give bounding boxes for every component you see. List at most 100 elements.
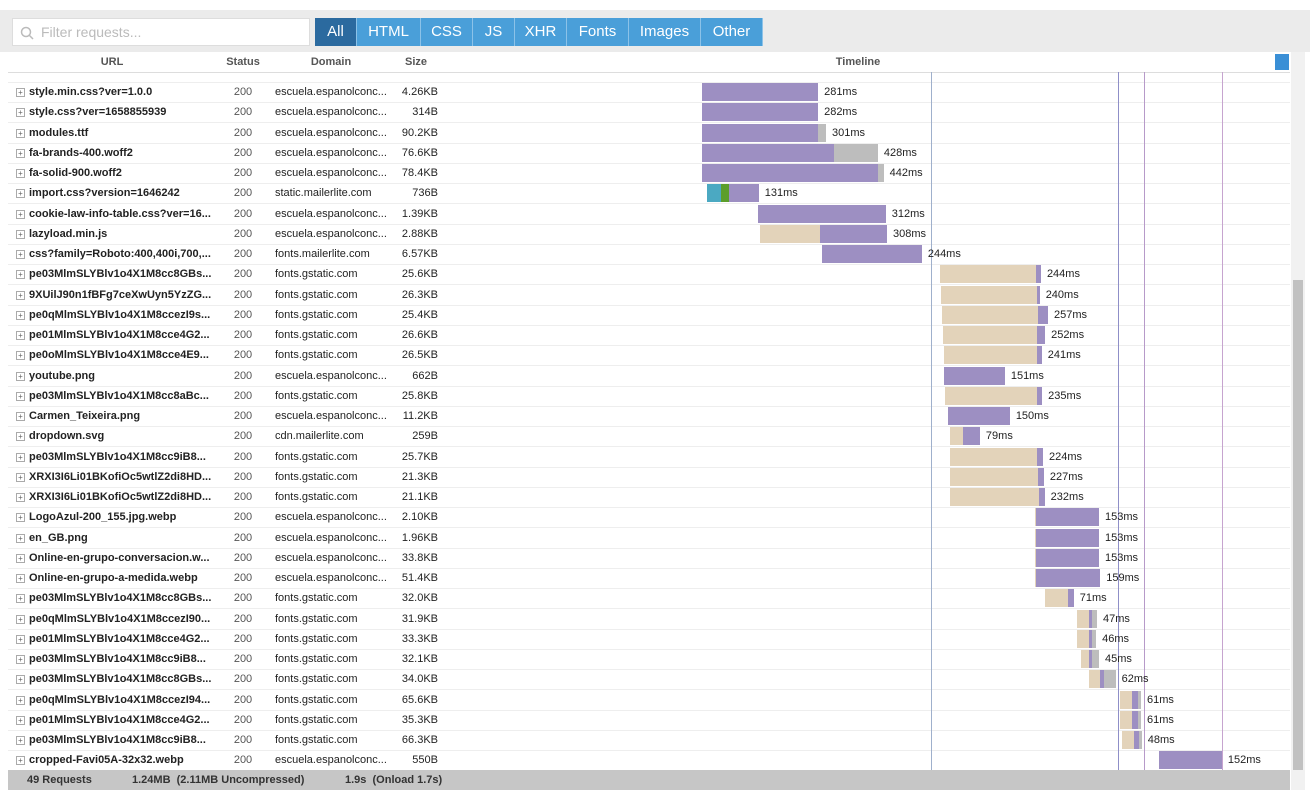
request-row[interactable]: + dropdown.svg 200 cdn.mailerlite.com 259B 79… — [8, 426, 1290, 448]
request-row[interactable]: + fa-brands-400.woff2 200 escuela.espanolco… — [8, 143, 1290, 164]
request-row[interactable]: + pe0qMlmSLYBlv1o4X1M8ccezI90... 200 fonts.… — [8, 609, 1290, 630]
scrollbar[interactable] — [1291, 52, 1305, 790]
expand-icon[interactable]: + — [16, 189, 25, 199]
expand-icon[interactable]: + — [16, 574, 25, 583]
expand-icon[interactable]: + — [16, 270, 25, 280]
expand-icon[interactable]: + — [16, 513, 25, 523]
request-row[interactable]: + pe01MlmSLYBlv1o4X1M8cce4G2... 200 fonts.g… — [8, 710, 1290, 731]
request-row[interactable]: + LogoAzul-200_155.jpg.webp 200 escuela.esp… — [8, 507, 1290, 529]
duration-label: 224ms — [1049, 450, 1083, 463]
domain: fonts.gstatic.com — [275, 592, 358, 605]
expand-icon[interactable]: + — [16, 493, 25, 502]
request-row[interactable]: + pe0qMlmSLYBlv1o4X1M8ccezI94... 200 fonts.… — [8, 690, 1290, 711]
timing-blocked — [945, 386, 1038, 405]
expand-icon[interactable]: + — [16, 351, 25, 361]
status: 200 — [233, 349, 253, 362]
request-row[interactable]: + fa-solid-900.woff2 200 escuela.espanolcon… — [8, 163, 1290, 184]
expand-icon[interactable]: + — [16, 310, 25, 320]
request-row[interactable]: + pe01MlmSLYBlv1o4X1M8cce4G2... 200 fonts.g… — [8, 629, 1290, 650]
request-row[interactable]: + cropped-Favi05A-32x32.webp 200 escuela.es… — [8, 750, 1290, 770]
request-row[interactable]: + pe03MlmSLYBlv1o4X1M8cc9iB8... 200 fonts.g… — [8, 447, 1290, 468]
timing-wait — [1158, 751, 1222, 770]
filter-button[interactable]: All — [315, 18, 357, 46]
timeline-menu[interactable] — [1275, 54, 1289, 70]
expand-icon[interactable]: + — [16, 432, 25, 442]
expand-icon[interactable]: + — [16, 331, 25, 340]
request-row[interactable]: + pe0oMlmSLYBlv1o4X1M8cce4E9... 200 fonts.g… — [8, 345, 1290, 367]
request-row[interactable]: + XRXI3I6Li01BKofiOc5wtlZ2di8HD... 200 font… — [8, 467, 1290, 488]
filter-button[interactable]: Other — [701, 18, 763, 46]
request-row[interactable]: + pe03MlmSLYBlv1o4X1M8cc8aBc... 200 fonts.g… — [8, 386, 1290, 407]
request-row[interactable]: + css?family=Roboto:400,400i,700,... 200 fo… — [8, 244, 1290, 265]
size: 11.2KB — [402, 410, 438, 422]
filter-button[interactable]: XHR — [515, 18, 567, 46]
expand-icon[interactable]: + — [16, 391, 25, 401]
domain: escuela.espanolconc... — [275, 511, 387, 524]
expand-icon[interactable]: + — [16, 715, 25, 725]
expand-icon[interactable]: + — [16, 128, 25, 138]
size: 26.3KB — [401, 288, 438, 301]
expand-icon[interactable]: + — [16, 655, 25, 664]
expand-icon[interactable]: + — [16, 250, 25, 259]
expand-icon[interactable]: + — [16, 452, 25, 462]
url: 9XUilJ90n1fBFg7ceXwUyn5YzZG... — [29, 288, 212, 301]
expand-icon[interactable]: + — [16, 371, 25, 381]
status: 200 — [233, 673, 253, 686]
filter-button[interactable]: HTML — [357, 18, 421, 46]
request-row[interactable]: + pe01MlmSLYBlv1o4X1M8cce4G2... 200 fonts.g… — [8, 325, 1290, 346]
request-row[interactable]: + pe03MlmSLYBlv1o4X1M8cc8GBs... 200 fonts.g… — [8, 669, 1290, 691]
size: 65.6KB — [401, 693, 438, 706]
url: pe0oMlmSLYBlv1o4X1M8cce4E9... — [29, 349, 209, 362]
request-row[interactable]: + pe03MlmSLYBlv1o4X1M8cc8GBs... 200 fonts.g… — [8, 264, 1290, 286]
expand-icon[interactable]: + — [16, 736, 25, 745]
duration-label: 45ms — [1105, 653, 1132, 665]
expand-icon[interactable]: + — [16, 290, 25, 300]
size: 51.4KB — [401, 572, 438, 584]
request-row[interactable]: + pe03MlmSLYBlv1o4X1M8cc9iB8... 200 fonts.g… — [8, 730, 1290, 751]
request-row[interactable]: + Online-en-grupo-a-medida.webp 200 escuela… — [8, 568, 1290, 589]
request-row[interactable]: + youtube.png 200 escuela.espanolconc... 662… — [8, 366, 1290, 387]
expand-icon[interactable]: + — [16, 229, 25, 239]
expand-icon[interactable]: + — [16, 695, 25, 705]
expand-icon[interactable]: + — [16, 756, 25, 766]
filter-button[interactable]: Fonts — [567, 18, 629, 46]
request-row[interactable]: + Online-en-grupo-conversacion.w... 200 esc… — [8, 548, 1290, 569]
expand-icon[interactable]: + — [16, 553, 25, 563]
request-row[interactable]: +9XUilJ90n1fBFg7ceXwUyn5YzZG... 200 fonts.… — [8, 285, 1290, 306]
request-row[interactable]: + pe03MlmSLYBlv1o4X1M8cc8GBs... 200 fonts.g… — [8, 588, 1290, 610]
filter-button[interactable]: Images — [629, 18, 701, 46]
expand-icon[interactable]: + — [16, 472, 25, 482]
timing-wait — [821, 245, 922, 263]
request-row[interactable]: + style.min.css?ver=1.0.0 200 escuela.espan… — [8, 82, 1290, 103]
request-row[interactable]: + modules.ttf 200 escuela.espanolconc... 90.… — [8, 123, 1290, 144]
timing-wait — [701, 164, 878, 182]
request-row[interactable]: + pe0qMlmSLYBlv1o4X1M8ccezI9s... 200 fonts.… — [8, 305, 1290, 326]
request-row[interactable]: + en_GB.png 200 escuela.espanolconc... 1.96K… — [8, 528, 1290, 549]
filter-button[interactable]: JS — [473, 18, 515, 46]
expand-icon[interactable]: + — [16, 209, 25, 219]
timing-blocked — [940, 285, 1037, 304]
filter-button[interactable]: CSS — [421, 18, 473, 46]
filter-input[interactable]: Filter requests... — [12, 18, 310, 46]
request-row[interactable]: + import.css?version=1646242 200 static.mai… — [8, 183, 1290, 205]
request-row[interactable]: + cookie-law-info-table.css?ver=16... 200 e… — [8, 204, 1290, 225]
request-row[interactable]: + style.css?ver=1658855939 200 escuela.espa… — [8, 102, 1290, 124]
summary-bar: 49 Requests 1.24MB (2.11MB Uncompressed)… — [8, 770, 1290, 790]
expand-icon[interactable]: + — [16, 108, 25, 118]
expand-icon[interactable]: + — [16, 88, 25, 97]
status: 200 — [233, 450, 253, 463]
url: cropped-Favi05A-32x32.webp — [29, 754, 184, 767]
expand-icon[interactable]: + — [16, 594, 25, 604]
request-row[interactable]: + XRXI3I6Li01BKofiOc5wtlZ2di8HD... 200 font… — [8, 487, 1290, 508]
request-row[interactable]: + lazyload.min.js 200 escuela.espanolconc..… — [8, 224, 1290, 245]
expand-icon[interactable]: + — [16, 634, 25, 644]
expand-icon[interactable]: + — [16, 412, 25, 421]
expand-icon[interactable]: + — [16, 148, 25, 158]
expand-icon[interactable]: + — [16, 675, 25, 685]
expand-icon[interactable]: + — [16, 169, 25, 178]
request-row[interactable]: + Carmen_Teixeira.png 200 escuela.espanolco… — [8, 406, 1290, 427]
scrollbar-thumb[interactable] — [1293, 280, 1303, 770]
expand-icon[interactable]: + — [16, 614, 25, 624]
request-row[interactable]: + pe03MlmSLYBlv1o4X1M8cc9iB8... 200 fonts.g… — [8, 649, 1290, 670]
expand-icon[interactable]: + — [16, 533, 25, 543]
